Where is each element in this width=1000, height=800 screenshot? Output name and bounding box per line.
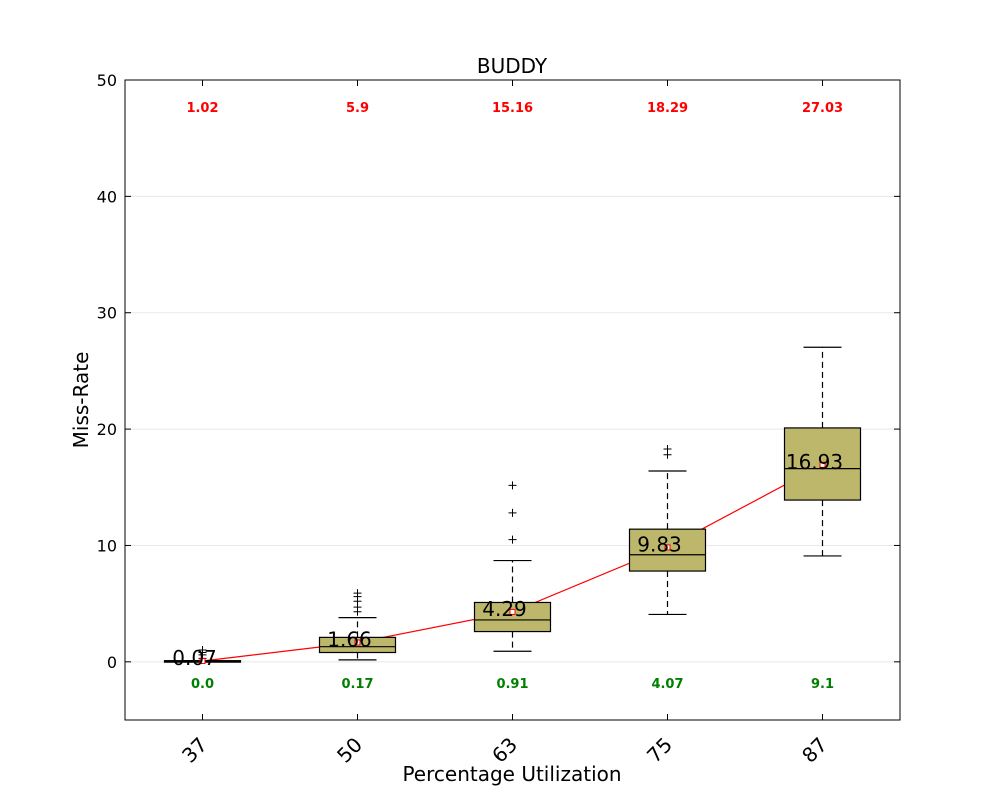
outlier-marker (508, 481, 517, 490)
mean-value-label: 0.07 (172, 646, 217, 670)
outlier-marker (198, 645, 207, 654)
mean-marker (509, 608, 516, 615)
mean-value-label: 9.83 (637, 532, 682, 556)
mean-marker (664, 544, 671, 551)
y-tick-label: 20 (97, 420, 117, 439)
x-tick-label: 37 (177, 733, 212, 768)
y-axis-label: Miss-Rate (69, 352, 93, 449)
max-value-label: 1.02 (186, 101, 218, 116)
x-axis-ticks: 37 50 63 75 87 (177, 80, 832, 768)
box-37 (163, 645, 242, 665)
min-value-label: 0.17 (341, 677, 373, 692)
x-tick-label: 50 (332, 733, 367, 768)
boxes (163, 346, 862, 665)
mean-value-label: 1.66 (327, 628, 372, 652)
mean-value-label: 4.29 (482, 597, 527, 621)
min-value-label: 0.91 (496, 677, 528, 692)
y-axis-ticks: 0 10 20 30 40 50 (97, 71, 900, 672)
y-tick-label: 30 (97, 304, 117, 323)
box-63 (473, 481, 552, 652)
max-value-label: 5.9 (346, 101, 369, 116)
mean-marker (819, 461, 826, 468)
y-tick-label: 50 (97, 71, 117, 90)
box-75 (628, 444, 707, 616)
max-value-label: 27.03 (802, 101, 843, 116)
x-tick-label: 75 (642, 733, 677, 768)
iqr-box (473, 601, 552, 633)
chart-title: BUDDY (477, 54, 548, 78)
y-tick-label: 0 (107, 653, 117, 672)
mean-value-label: 16.93 (786, 450, 843, 474)
mean-marker (199, 658, 206, 665)
outlier-marker (663, 444, 672, 453)
x-tick-label: 87 (797, 733, 832, 768)
outlier-marker (508, 535, 517, 544)
value-labels: 0.07 1.02 0.0 1.66 5.9 0.17 4.29 15.16 0.91 9.83 1… (172, 101, 843, 692)
mean-marker (354, 639, 361, 646)
min-value-label: 4.07 (651, 677, 683, 692)
box-50 (318, 589, 397, 661)
max-value-label: 18.29 (647, 101, 688, 116)
box-87 (783, 346, 862, 557)
x-axis-label: Percentage Utilization (402, 762, 621, 786)
min-value-label: 0.0 (191, 677, 214, 692)
gridlines (125, 195, 900, 663)
outlier-marker (353, 589, 362, 598)
y-tick-label: 40 (97, 187, 117, 206)
min-value-label: 9.1 (811, 677, 834, 692)
max-value-label: 15.16 (492, 101, 533, 116)
outlier-marker (508, 508, 517, 517)
y-tick-label: 10 (97, 536, 117, 555)
